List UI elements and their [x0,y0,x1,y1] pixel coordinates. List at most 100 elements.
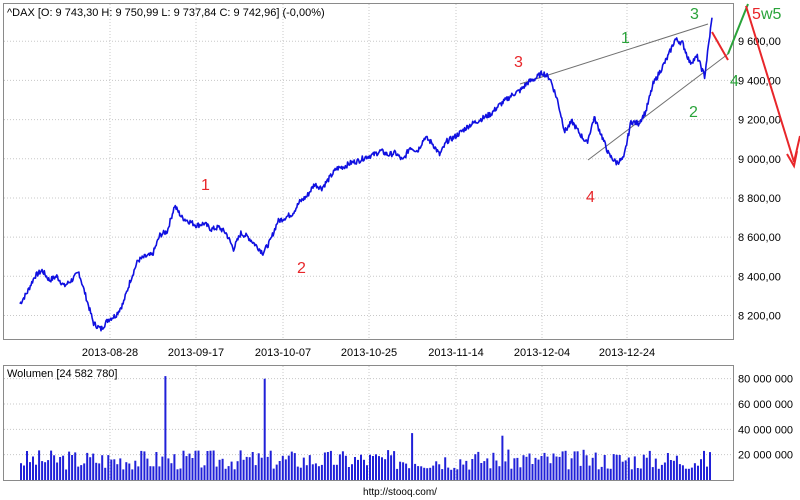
volume-bar [35,464,37,480]
volume-bar [287,455,290,480]
price-series [19,17,713,332]
wave-label-red-5: 5 [752,6,761,23]
y-tick-label: 8 800,00 [738,193,781,205]
volume-bar [495,460,498,480]
volume-bar [248,457,251,480]
volume-bar [645,457,648,480]
volume-bars [20,376,711,480]
volume-bar [504,461,507,480]
volume-bar [227,466,230,480]
volume-bar [480,463,483,480]
volume-label: Wolumen [24 582 780] [7,368,117,380]
x-tick-label: 2013-12-24 [599,347,655,359]
volume-bar [344,455,347,480]
volume-bar [684,468,687,480]
volume-bar [513,458,516,480]
volume-bar [582,449,585,480]
y-axis-ticks: 8 200,00 8 400,00 8 600,00 8 800,00 9 000,00… [738,36,781,322]
volume-bar [299,467,302,480]
volume-bar [59,457,62,480]
volume-bar [206,451,209,480]
volume-bar [585,455,588,480]
volume-bar [320,464,323,480]
x-tick-label: 2013-10-25 [341,347,397,359]
volume-bar [447,467,450,480]
volume-bar [369,454,371,480]
volume-bar [164,376,167,480]
volume-bar [191,458,194,480]
volume-bar [657,468,660,480]
volume-bar [465,460,468,480]
volume-bar [603,455,606,480]
y-tick-label: 8 400,00 [738,271,781,283]
volume-bar [387,450,390,480]
wave-label-red-1: 1 [201,177,210,194]
red-projection-arrow-2 [745,5,795,163]
y-tick-label: 9 400,00 [738,75,781,87]
volume-bar [528,453,531,480]
volume-bar [666,453,669,480]
volume-bar [459,459,462,480]
volume-bar [233,469,236,480]
volume-bar [104,467,107,480]
volume-bar [706,466,708,480]
volume-bar [176,469,179,480]
volume-bar [627,457,630,480]
volume-bar [224,468,227,480]
volume-bar [700,459,702,480]
volume-bar [53,455,56,480]
volume-bar [83,463,86,480]
volume-bar [633,456,636,480]
volume-bar [329,450,332,480]
volume-bar [444,457,447,480]
x-tick-label: 2013-11-14 [428,347,483,359]
volume-bar [257,453,260,480]
wave-label-red-3: 3 [514,54,523,71]
volume-bar [546,456,549,480]
volume-bar [293,453,296,480]
volume-y-tick-label: 80 000 000 [738,374,793,386]
volume-bar [179,468,182,480]
volume-bar [308,455,311,480]
volume-y-tick-label: 40 000 000 [738,424,793,436]
volume-bar [272,468,275,480]
volume-bar [540,456,543,480]
volume-bar [552,453,555,480]
volume-bar [654,458,657,480]
volume-bar [77,466,80,480]
volume-bar [281,455,284,480]
volume-bar [26,451,28,480]
volume-bar [290,451,293,480]
x-axis-ticks: 2013-08-28 2013-09-17 2013-10-07 2013-10-25… [82,347,655,359]
volume-bar [95,462,98,480]
volume-bar [651,467,654,480]
volume-bar [411,433,414,480]
volume-bar [32,456,34,480]
volume-bar [456,469,459,480]
volume-bar [41,461,44,480]
volume-bar [501,435,504,480]
volume-bar [435,461,438,480]
volume-bar [639,468,642,480]
volume-bar [703,450,705,480]
volume-bar [128,463,131,480]
volume-bar [20,463,22,480]
volume-bar [131,469,134,480]
volume-bar [525,456,528,480]
volume-bar [507,449,510,480]
volume-bar [149,466,152,480]
volume-bar [681,465,684,480]
volume-bar [284,459,287,480]
volume-bar [606,468,609,480]
volume-bar [396,468,399,480]
volume-bar [561,451,564,480]
volume-bar [50,450,53,480]
wave-label-red-2: 2 [297,260,306,277]
volume-bar [522,455,525,480]
volume-bar [182,450,185,480]
volume-bar [89,457,92,480]
volume-bar [170,463,173,480]
volume-bar [600,466,603,480]
volume-bar [44,462,47,480]
